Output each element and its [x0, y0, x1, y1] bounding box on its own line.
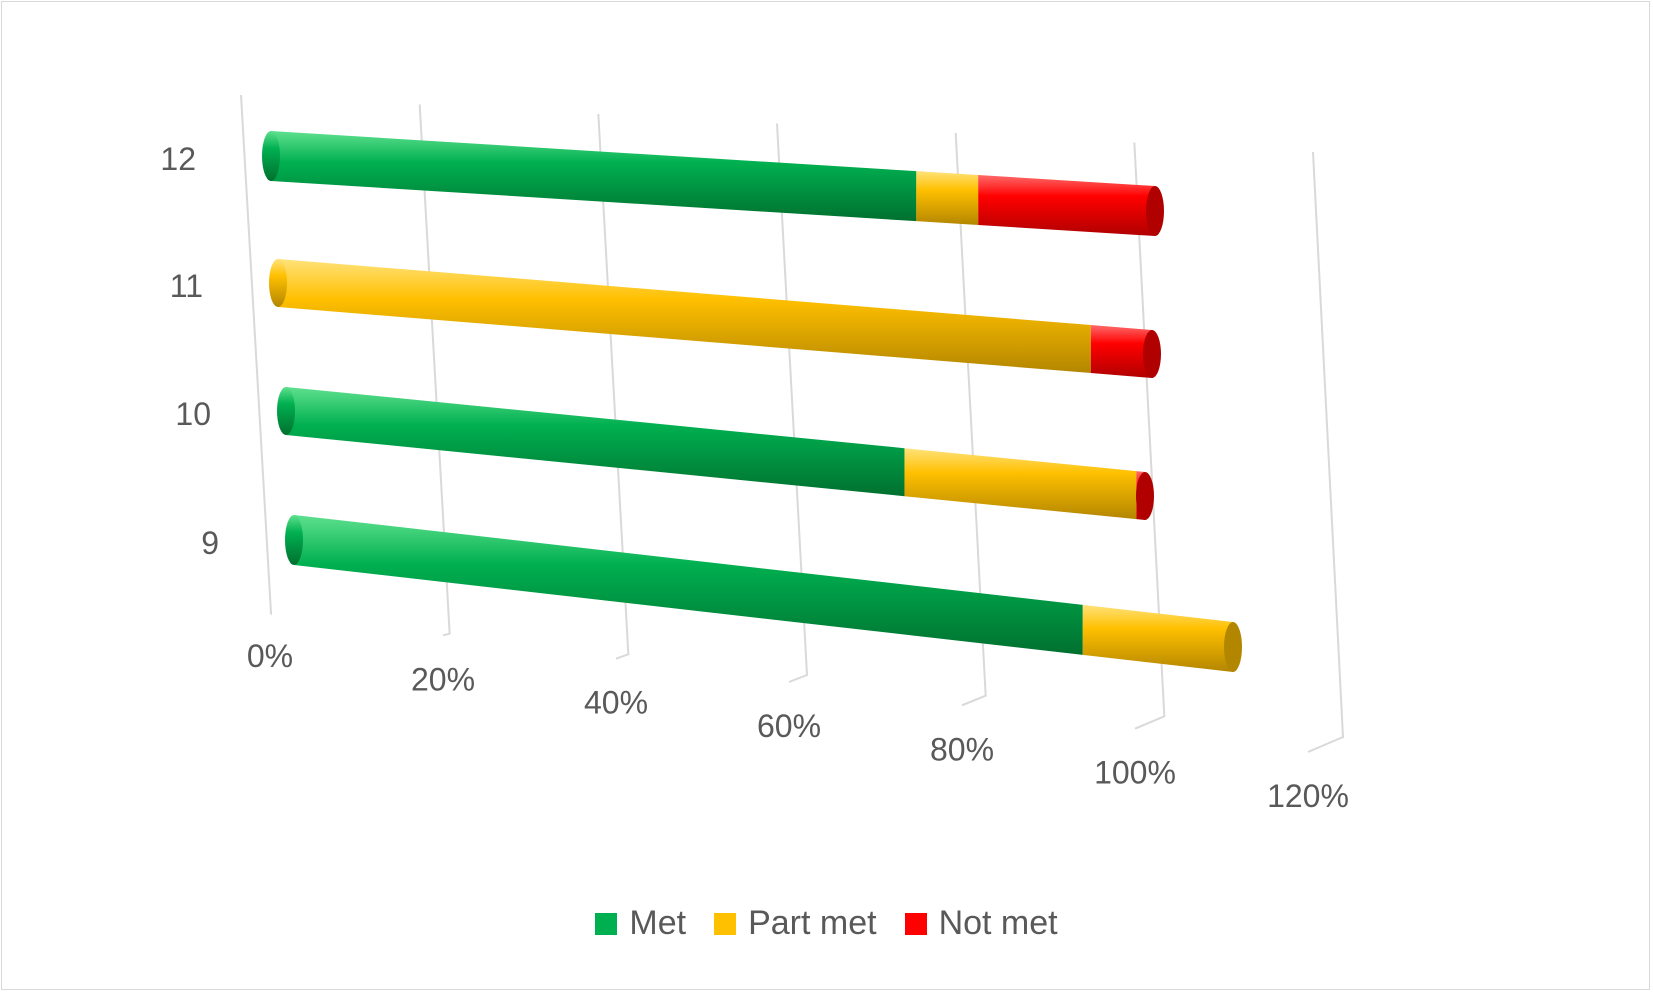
category-label: 12: [160, 141, 196, 177]
bar-segment-not-met: [1090, 325, 1152, 378]
x-tick-label: 100%: [1094, 755, 1176, 791]
x-tick-label: 80%: [930, 731, 994, 767]
bar-segment-part-met: [916, 171, 979, 225]
x-tick-label: 120%: [1267, 778, 1349, 814]
legend-swatch-part-met: [714, 912, 737, 935]
bar-cap-start: [277, 387, 295, 435]
legend-label-met: Met: [629, 904, 687, 942]
bar-segment-met: [294, 515, 1083, 655]
bar-cap-end: [1143, 330, 1161, 378]
category-label: 10: [175, 396, 211, 432]
gridline: [240, 94, 273, 616]
bar-segment-met: [286, 387, 905, 497]
x-tick-label: 0%: [247, 638, 293, 674]
category-label: 9: [201, 525, 219, 561]
bar-segment-met: [271, 131, 917, 222]
legend-item-part-met: Part met: [714, 904, 877, 943]
legend-swatch-met: [595, 912, 618, 935]
bar-segment-part-met: [904, 448, 1137, 520]
x-tick-label: 60%: [757, 708, 821, 744]
bar-cap-end: [1146, 186, 1164, 236]
bar-segment-part-met: [278, 259, 1091, 374]
bar-segment-part-met: [1082, 604, 1233, 672]
bar-cap-start: [285, 515, 303, 565]
legend: Met Part met Not met: [0, 904, 1653, 943]
x-tick-label: 20%: [411, 661, 475, 697]
bar-cap-end: [1136, 472, 1154, 520]
bar-cap-start: [262, 131, 280, 181]
legend-label-part-met: Part met: [748, 904, 877, 942]
legend-item-met: Met: [595, 904, 686, 943]
legend-label-not-met: Not met: [938, 904, 1058, 942]
bar-cap-start: [269, 259, 287, 307]
category-label: 11: [170, 268, 203, 304]
legend-swatch-not-met: [904, 912, 927, 935]
bar-cap-end: [1224, 622, 1242, 672]
bar-segment-not-met: [978, 175, 1155, 236]
x-tick-label: 40%: [584, 685, 648, 721]
gridline: [1307, 151, 1345, 753]
legend-item-not-met: Not met: [904, 904, 1058, 943]
